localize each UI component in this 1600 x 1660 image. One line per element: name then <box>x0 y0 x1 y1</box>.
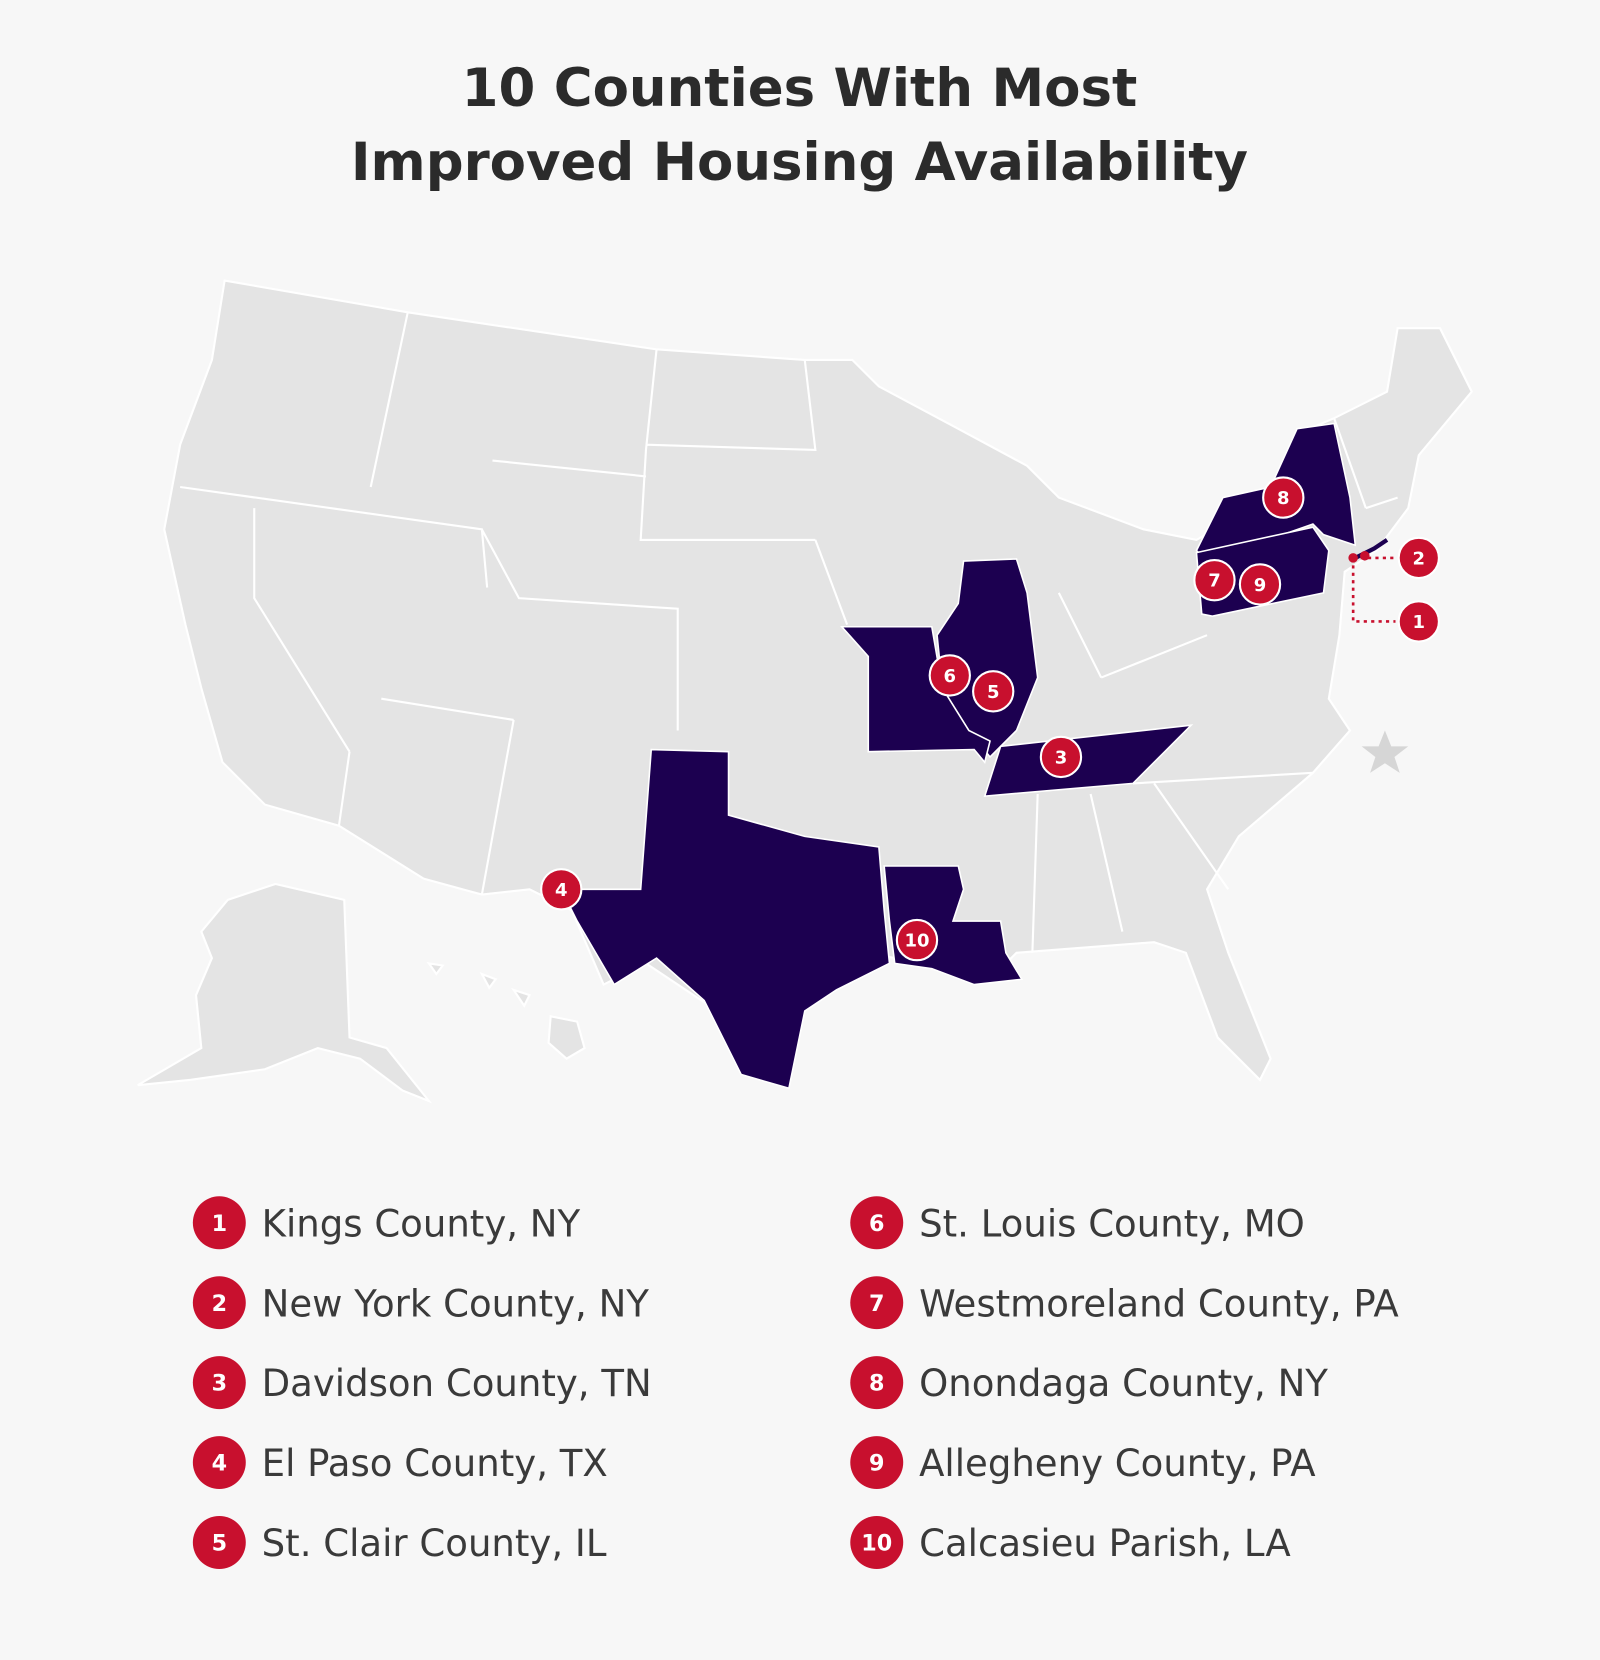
legend-badge <box>192 1196 246 1250</box>
legend-number: 1 <box>212 1211 227 1237</box>
title-line: Improved Housing Availability <box>351 132 1248 193</box>
legend-county: Onondaga County, NY <box>919 1362 1328 1405</box>
alaska <box>137 882 433 1104</box>
tennessee <box>983 724 1194 798</box>
map-marker <box>972 670 1015 713</box>
legend-badge <box>192 1436 246 1490</box>
legend-badge <box>192 1516 246 1569</box>
location-dot <box>1360 551 1370 561</box>
legend-badge <box>192 1356 246 1410</box>
map-marker <box>1397 600 1440 643</box>
legend-number: 5 <box>212 1531 227 1557</box>
legend-number: 8 <box>869 1371 884 1397</box>
map-marker <box>1238 563 1282 606</box>
legend-county: New York County, NY <box>262 1282 650 1325</box>
legend-badge <box>850 1276 904 1330</box>
leader-lines <box>1351 556 1396 623</box>
hawaii <box>426 961 586 1060</box>
illinois <box>936 558 1039 759</box>
map-marker-number: 4 <box>555 880 568 901</box>
map-marker <box>1193 558 1236 602</box>
legend-badge <box>192 1276 246 1330</box>
contiguous-us <box>163 279 1473 1087</box>
title-line: 10 Counties With Most <box>462 58 1138 119</box>
legend-number: 10 <box>861 1531 892 1557</box>
legend-county: St. Clair County, IL <box>262 1522 607 1565</box>
map-marker-number: 8 <box>1277 488 1290 509</box>
map-marker <box>1397 536 1440 580</box>
legend-county: Kings County, NY <box>262 1202 581 1245</box>
map-marker-number: 10 <box>904 931 929 952</box>
map-marker-number: 7 <box>1208 571 1221 592</box>
location-dot <box>1348 553 1358 563</box>
legend-number: 2 <box>212 1291 227 1317</box>
legend-county: Davidson County, TN <box>262 1362 652 1405</box>
legend-county: Calcasieu Parish, LA <box>919 1522 1291 1565</box>
legend-county: El Paso County, TX <box>262 1442 608 1485</box>
capital-star <box>1361 730 1409 773</box>
texas <box>559 748 891 1090</box>
legend-number: 4 <box>212 1451 227 1477</box>
legend-county: St. Louis County, MO <box>919 1202 1305 1245</box>
legend-number: 6 <box>869 1211 884 1237</box>
legend-badge <box>850 1196 904 1250</box>
legend-county: Westmoreland County, PA <box>919 1282 1399 1325</box>
map-marker <box>1262 476 1305 519</box>
map-marker <box>540 868 583 911</box>
map-marker-number: 9 <box>1254 575 1267 596</box>
legend-badge <box>850 1436 904 1490</box>
legend: 1 Kings County, NY 2 New York County, NY 3 Da… <box>192 1196 1399 1569</box>
map-marker-number: 2 <box>1413 548 1426 569</box>
map-marker-number: 5 <box>987 682 1000 703</box>
legend-badge <box>850 1516 904 1569</box>
map-marker-number: 6 <box>944 666 957 687</box>
missouri <box>840 625 991 764</box>
map-marker <box>895 918 939 962</box>
map-marker <box>928 654 971 697</box>
legend-number: 9 <box>869 1451 884 1477</box>
map-marker-number: 1 <box>1413 612 1426 633</box>
state-borders <box>179 312 1398 953</box>
legend-number: 3 <box>212 1371 227 1397</box>
map-marker <box>1039 735 1083 779</box>
legend-number: 7 <box>869 1291 884 1317</box>
legend-county: Allegheny County, PA <box>919 1442 1316 1485</box>
legend-badge <box>850 1356 904 1410</box>
map-marker-number: 3 <box>1055 748 1068 769</box>
map-markers: 1 2 3 4 5 6 7 8 9 10 <box>540 476 1440 962</box>
